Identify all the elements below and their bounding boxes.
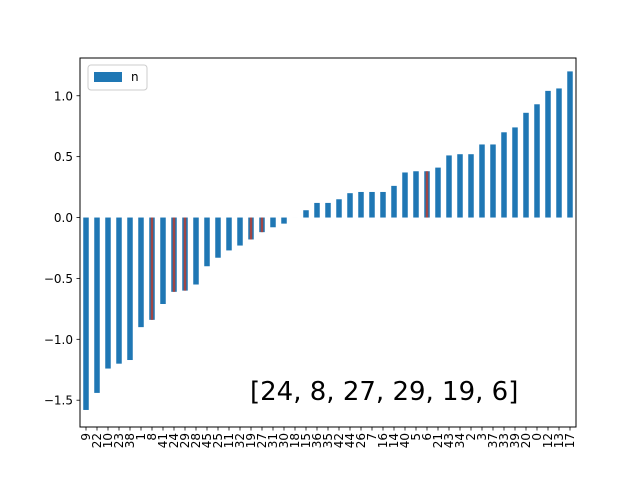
x-tick-label: 28 (189, 433, 203, 448)
x-tick-label: 15 (299, 433, 313, 448)
x-tick-label: 5 (409, 433, 423, 441)
bar-33 (501, 132, 507, 218)
bar-41 (160, 217, 166, 304)
bar-5 (413, 171, 419, 218)
x-tick-label: 12 (541, 433, 555, 448)
bar-30 (281, 217, 287, 224)
x-tick-label: 20 (519, 433, 533, 448)
x-tick-label: 33 (497, 433, 511, 448)
x-tick-label: 18 (288, 433, 302, 448)
y-axis: −1.5 −1.0 −0.5 0.0 0.5 1.0 (44, 89, 80, 408)
bar-3 (479, 144, 485, 218)
bar-20 (523, 112, 529, 218)
x-tick-label: 9 (79, 433, 93, 441)
x-tick-label: 27 (255, 433, 269, 448)
bar-0 (534, 104, 540, 218)
bar-35 (325, 202, 331, 218)
x-tick-label: 31 (266, 433, 280, 448)
x-tick-label: 11 (222, 433, 236, 448)
y-tick-label: 0.5 (54, 150, 73, 164)
bar-1 (138, 217, 144, 328)
bar-40 (402, 172, 408, 218)
bar-43 (446, 155, 452, 218)
bar-37 (490, 144, 496, 218)
x-tick-label: 19 (244, 433, 258, 448)
bar-16 (380, 191, 386, 218)
x-tick-label: 37 (486, 433, 500, 448)
bar-2 (468, 154, 474, 218)
x-tick-label: 2 (464, 433, 478, 441)
x-tick-label: 29 (178, 433, 192, 448)
x-tick-label: 8 (145, 433, 159, 441)
bar-28 (193, 217, 199, 285)
x-tick-label: 17 (563, 433, 577, 448)
bar-17 (567, 71, 573, 218)
x-tick-label: 10 (101, 433, 115, 448)
x-tick-label: 24 (167, 433, 181, 448)
x-tick-label: 16 (376, 433, 390, 448)
x-tick-label: 39 (508, 433, 522, 448)
bar-38 (127, 217, 133, 361)
x-tick-label: 42 (332, 433, 346, 448)
x-tick-label: 38 (123, 433, 137, 448)
legend: n (87, 64, 148, 91)
bar-15 (303, 210, 309, 218)
y-tick-label: −0.5 (44, 272, 73, 286)
bar-22 (94, 217, 100, 393)
bar-32 (237, 217, 243, 246)
bar-34 (457, 154, 463, 218)
legend-swatch (94, 72, 122, 82)
x-tick-label: 14 (387, 433, 401, 448)
x-tick-label: 7 (365, 433, 379, 441)
x-tick-label: 35 (321, 433, 335, 448)
x-tick-label: 26 (354, 433, 368, 448)
x-tick-label: 43 (442, 433, 456, 448)
x-tick-label: 36 (310, 433, 324, 448)
x-tick-label: 40 (398, 433, 412, 448)
bar-45 (204, 217, 210, 267)
bar-39 (512, 127, 518, 218)
x-tick-label: 6 (420, 433, 434, 441)
bar-9 (83, 217, 89, 410)
x-tick-label: 23 (112, 433, 126, 448)
x-tick-label: 3 (475, 433, 489, 441)
bar-36 (314, 202, 320, 218)
x-tick-label: 1 (134, 433, 148, 441)
bar-21 (435, 167, 441, 218)
bar-7 (369, 191, 375, 218)
x-tick-label: 30 (277, 433, 291, 448)
highlight-layer (150, 171, 429, 320)
x-tick-label: 41 (156, 433, 170, 448)
bar-26 (358, 191, 364, 218)
x-tick-label: 0 (530, 433, 544, 441)
x-tick-label: 22 (90, 433, 104, 448)
bar-10 (105, 217, 111, 369)
x-tick-label: 34 (453, 433, 467, 448)
x-tick-label: 44 (343, 433, 357, 448)
x-tick-label: 32 (233, 433, 247, 448)
y-tick-label: 1.0 (54, 89, 73, 103)
y-tick-label: −1.0 (44, 333, 73, 347)
annotation-text: [24, 8, 27, 29, 19, 6] (250, 377, 518, 407)
bar-23 (116, 217, 122, 364)
x-tick-label: 25 (211, 433, 225, 448)
y-tick-label: −1.5 (44, 394, 73, 408)
y-tick-label: 0.0 (54, 211, 73, 225)
x-axis: 9221023381841242928452511321927313018153… (79, 427, 577, 448)
bar-25 (215, 217, 221, 258)
bar-14 (391, 185, 397, 218)
plot-frame (79, 57, 577, 428)
bar-42 (336, 199, 342, 218)
bar-11 (226, 217, 232, 251)
x-tick-label: 21 (431, 433, 445, 448)
bar-44 (347, 193, 353, 218)
legend-label: n (131, 70, 139, 84)
bar-31 (270, 217, 276, 228)
x-tick-label: 45 (200, 433, 214, 448)
bar-13 (556, 88, 562, 218)
x-tick-label: 13 (552, 433, 566, 448)
bar-12 (545, 90, 551, 218)
